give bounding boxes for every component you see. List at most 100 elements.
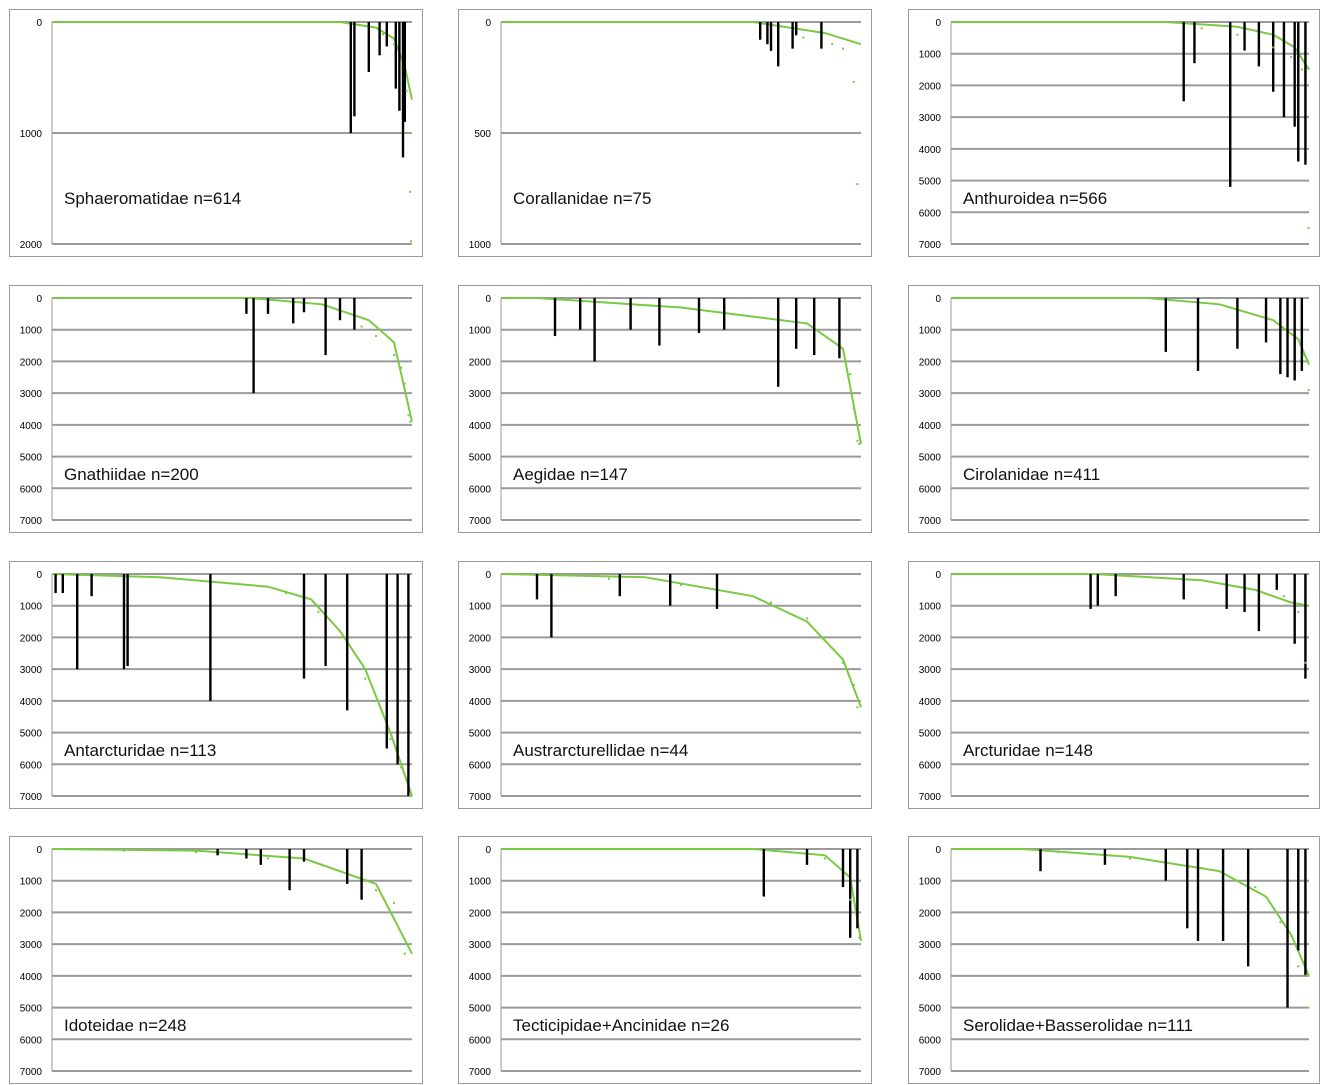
y-tick-label: 3000 xyxy=(919,113,942,124)
y-tick-label: 6000 xyxy=(469,484,492,495)
data-point xyxy=(393,901,395,904)
panel-title: Gnathiidae n=200 xyxy=(64,465,199,484)
data-point xyxy=(267,857,269,860)
depth-range-bar xyxy=(1297,22,1300,162)
data-point xyxy=(389,737,392,740)
data-point xyxy=(375,889,377,892)
y-tick-label: 2000 xyxy=(20,908,43,919)
y-tick-label: 2000 xyxy=(469,633,492,644)
y-tick-label: 3000 xyxy=(469,665,492,676)
data-point xyxy=(1057,851,1060,854)
depth-range-bar xyxy=(669,574,672,606)
data-point xyxy=(852,408,855,410)
panel-title: Idoteidae n=248 xyxy=(64,1016,186,1035)
depth-range-bar xyxy=(1236,298,1239,349)
data-point xyxy=(123,849,125,852)
depth-curve xyxy=(951,573,1310,607)
y-tick-label: 7000 xyxy=(20,516,43,527)
depth-range-bar xyxy=(216,849,219,856)
data-point xyxy=(842,47,844,50)
y-tick-label: 2000 xyxy=(20,240,43,251)
y-tick-label: 500 xyxy=(474,129,491,140)
depth-range-bar xyxy=(1272,22,1275,92)
chart-svg: 0 1000 2000 3000 4000 5000 6000 7000 Gnathiidae … xyxy=(20,294,413,527)
panel-title: Serolidae+Basserolidae n=111 xyxy=(963,1016,1193,1035)
depth-range-bar xyxy=(759,22,762,40)
y-tick-label: 0 xyxy=(36,570,42,581)
data-point xyxy=(403,382,406,385)
y-tick-label: 0 xyxy=(36,294,42,305)
depth-range-bar xyxy=(766,22,769,45)
y-tick-label: 5000 xyxy=(919,1004,942,1015)
data-point xyxy=(407,132,410,134)
depth-range-bar xyxy=(697,298,701,333)
depth-range-bar xyxy=(1286,298,1289,378)
depth-range-bar xyxy=(302,849,306,862)
depth-range-bar xyxy=(126,574,129,666)
chart-svg: 0 500 1000 Corallanidae n=75 xyxy=(469,18,862,251)
data-point xyxy=(1297,965,1300,968)
depth-range-bar xyxy=(1300,298,1304,371)
depth-range-bar xyxy=(245,298,248,314)
depth-range-bar xyxy=(820,22,823,49)
depth-range-bar xyxy=(403,22,406,122)
data-point xyxy=(1307,1006,1310,1009)
y-tick-label: 1000 xyxy=(469,326,492,337)
y-tick-label: 5000 xyxy=(20,729,43,740)
data-point xyxy=(1272,46,1275,49)
depth-range-bar xyxy=(1196,298,1200,371)
data-point xyxy=(1254,886,1257,889)
depth-range-bar xyxy=(1182,574,1185,600)
chart-svg: 0 1000 2000 3000 4000 5000 6000 7000 Idoteidae n… xyxy=(20,845,413,1078)
y-tick-label: 6000 xyxy=(20,484,43,495)
depth-range-bar xyxy=(1039,849,1042,872)
depth-curve xyxy=(52,297,413,422)
data-point xyxy=(409,240,412,243)
data-point xyxy=(856,439,859,442)
chart-svg: 0 1000 2000 3000 4000 5000 6000 7000 Tecticipida… xyxy=(469,845,862,1078)
depth-range-bar xyxy=(1103,849,1107,865)
depth-range-bar xyxy=(658,298,661,346)
depth-range-bar xyxy=(1089,574,1092,609)
data-point xyxy=(1290,55,1293,58)
depth-range-bar xyxy=(1297,849,1300,951)
depth-range-bar xyxy=(618,574,621,597)
depth-range-bar xyxy=(76,574,79,670)
depth-range-bar xyxy=(579,298,582,330)
depth-range-bar xyxy=(302,574,306,679)
panel-title: Antarcturidae n=113 xyxy=(64,741,216,760)
y-tick-label: 5000 xyxy=(469,1004,492,1015)
depth-range-bar xyxy=(378,22,381,56)
data-point xyxy=(1282,595,1285,598)
y-tick-label: 4000 xyxy=(919,697,942,708)
depth-curve xyxy=(52,21,413,100)
depth-range-bar xyxy=(394,22,397,89)
depth-range-bar xyxy=(762,849,765,897)
depth-range-bar xyxy=(1257,574,1261,632)
depth-range-bar xyxy=(349,22,352,133)
y-tick-label: 6000 xyxy=(919,208,942,219)
data-point xyxy=(1307,388,1310,391)
panel-title: Arcturidae n=148 xyxy=(963,741,1093,760)
chart-panel: 0 1000 2000 3000 4000 5000 6000 7000 Arcturidae … xyxy=(908,561,1320,809)
y-tick-label: 5000 xyxy=(20,1004,43,1015)
depth-range-bar xyxy=(396,574,399,765)
data-point xyxy=(849,373,852,376)
y-tick-label: 1000 xyxy=(919,877,942,888)
data-point xyxy=(407,414,410,417)
depth-range-bar xyxy=(723,298,726,330)
depth-range-bar xyxy=(838,298,841,359)
data-point xyxy=(1304,974,1307,977)
data-point xyxy=(1236,33,1239,36)
depth-curve xyxy=(500,573,862,708)
depth-range-bar xyxy=(1193,22,1196,64)
data-point xyxy=(375,335,377,338)
data-point xyxy=(393,354,395,357)
depth-range-bar xyxy=(849,849,852,938)
data-point xyxy=(1306,360,1309,363)
data-point xyxy=(1200,27,1203,30)
panel-title: Sphaeromatidae n=614 xyxy=(64,189,241,208)
panel-title: Cirolanidae n=411 xyxy=(963,465,1100,484)
y-tick-label: 4000 xyxy=(469,972,492,983)
y-tick-label: 2000 xyxy=(469,357,492,368)
